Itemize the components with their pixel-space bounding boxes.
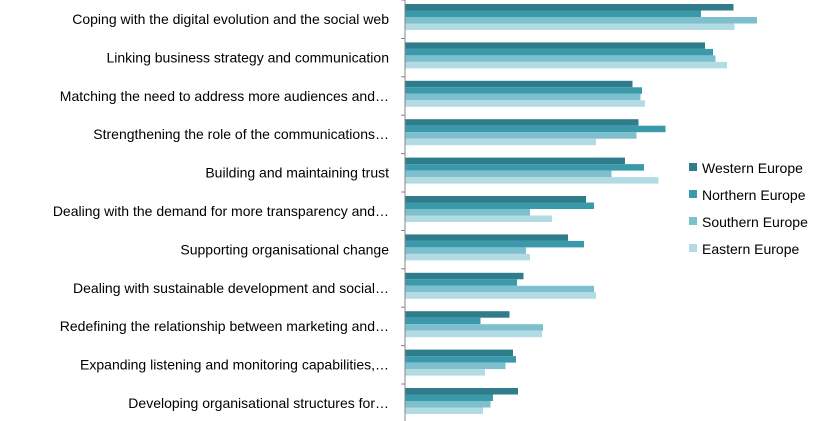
bar: [405, 164, 644, 171]
legend-label: Eastern Europe: [702, 241, 799, 257]
category-label: Redefining the relationship between mark…: [60, 318, 389, 334]
bar: [405, 125, 666, 133]
bar: [405, 119, 639, 126]
bar: [405, 234, 568, 241]
bar: [405, 80, 633, 88]
legend-item: Southern Europe: [689, 214, 808, 230]
legend-swatch: [689, 190, 697, 198]
bar: [405, 272, 524, 280]
bar: [405, 196, 586, 203]
legend-label: Southern Europe: [702, 214, 808, 230]
legend: Western Europe Northern Europe Southern Eu…: [689, 160, 808, 257]
bar: [405, 292, 596, 299]
y-axis-ticks: [401, 0, 405, 385]
legend-label: Northern Europe: [702, 187, 806, 203]
category-label: Matching the need to address more audien…: [60, 88, 389, 104]
bar: [405, 407, 483, 414]
category-label: Developing organisational structures for…: [128, 395, 389, 411]
category-label: Building and maintaining trust: [205, 165, 389, 181]
legend-swatch: [689, 163, 697, 171]
bar: [405, 311, 510, 318]
category-label: Dealing with sustainable development and…: [73, 280, 389, 296]
bar: [405, 138, 596, 146]
bar: [405, 10, 701, 17]
bar: [405, 362, 506, 370]
legend-swatch: [689, 217, 697, 225]
category-label: Coping with the digital evolution and th…: [72, 11, 389, 27]
bar: [405, 93, 641, 101]
bar: [405, 356, 516, 363]
category-label: Strengthening the role of the communicat…: [93, 126, 389, 142]
bar: [405, 202, 594, 209]
bar: [405, 4, 734, 11]
bar: [405, 170, 612, 178]
bar: [405, 23, 735, 30]
bar: [405, 17, 757, 24]
category-label: Supporting organisational change: [180, 241, 389, 257]
bar: [405, 253, 530, 261]
category-labels: Coping with the digital evolution and th…: [53, 11, 389, 411]
bar: [405, 177, 659, 184]
bar: [405, 317, 481, 325]
legend-label: Western Europe: [702, 160, 803, 176]
bar: [405, 401, 491, 408]
bar: [405, 240, 584, 248]
category-label: Expanding listening and monitoring capab…: [80, 357, 389, 373]
legend-item: Western Europe: [689, 160, 803, 176]
bar: [405, 100, 645, 107]
bar: [405, 48, 713, 56]
bar: [405, 215, 552, 222]
bar: [405, 285, 594, 293]
bar: [405, 55, 716, 62]
bar: [405, 157, 625, 165]
category-label: Linking business strategy and communicat…: [107, 49, 390, 65]
bar: [405, 209, 530, 216]
bar: [405, 324, 543, 331]
bar: [405, 394, 493, 401]
bar: [405, 42, 705, 49]
bar: [405, 388, 518, 395]
legend-swatch: [689, 244, 697, 252]
bar: [405, 369, 485, 376]
bar: [405, 87, 642, 94]
bars: [405, 4, 757, 414]
bar: [405, 132, 637, 139]
bar: [405, 330, 542, 338]
legend-item: Northern Europe: [689, 187, 806, 203]
legend-item: Eastern Europe: [689, 241, 799, 257]
bar: [405, 61, 727, 69]
bar: [405, 279, 517, 286]
bar: [405, 247, 526, 254]
bar: [405, 349, 513, 357]
category-label: Dealing with the demand for more transpa…: [53, 203, 389, 219]
